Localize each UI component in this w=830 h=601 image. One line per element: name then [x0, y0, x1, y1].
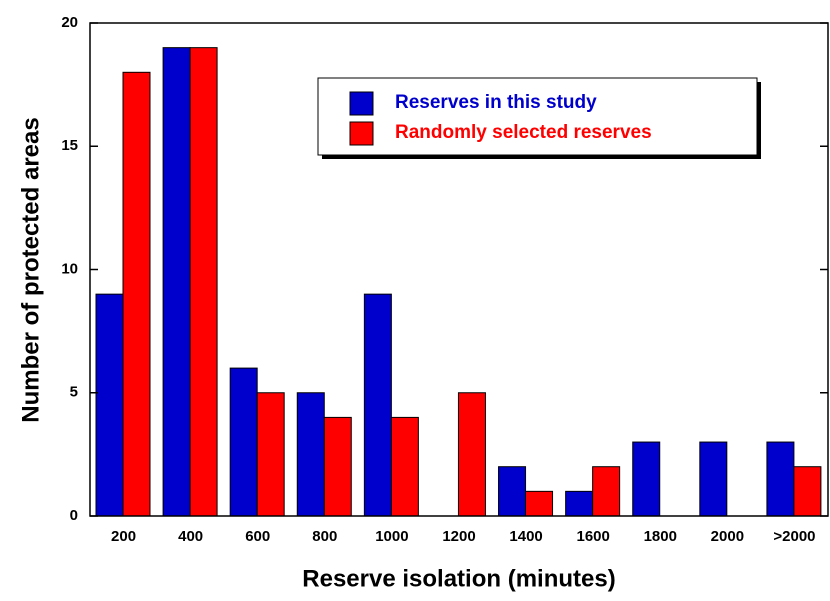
bar — [793, 466, 822, 517]
y-tick-label: 5 — [70, 384, 78, 401]
bar — [363, 293, 392, 517]
x-tick-label: 2000 — [711, 528, 744, 545]
legend-label: Randomly selected reserves — [395, 122, 652, 143]
x-axis-label: Reserve isolation (minutes) — [302, 565, 615, 592]
bar — [632, 441, 661, 517]
bar — [565, 490, 594, 517]
x-tick-label: >2000 — [773, 528, 815, 545]
x-tick-label: 400 — [178, 528, 203, 545]
bar — [229, 367, 258, 517]
bar — [525, 490, 554, 517]
y-tick-label: 20 — [61, 14, 78, 31]
bar — [256, 392, 285, 517]
bar — [95, 293, 124, 517]
bar — [766, 441, 795, 517]
legend-label: Reserves in this study — [395, 92, 597, 113]
x-tick-label: 200 — [111, 528, 136, 545]
y-tick-label: 10 — [61, 260, 78, 277]
x-tick-label: 1200 — [442, 528, 475, 545]
y-axis-label: Number of protected areas — [17, 117, 44, 422]
bar — [189, 47, 218, 517]
bar — [592, 466, 621, 517]
x-tick-label: 600 — [245, 528, 270, 545]
y-tick-label: 15 — [61, 137, 78, 154]
bar — [457, 392, 486, 517]
legend-swatch — [349, 121, 374, 146]
x-tick-label: 1000 — [375, 528, 408, 545]
x-tick-label: 1800 — [644, 528, 677, 545]
legend-swatch — [349, 91, 374, 116]
x-tick-label: 1400 — [509, 528, 542, 545]
legend: Reserves in this study Randomly selected … — [317, 77, 761, 159]
bar — [498, 466, 527, 517]
bar — [296, 392, 325, 517]
bar — [699, 441, 728, 517]
bar — [122, 71, 151, 517]
bar — [162, 47, 191, 517]
bar — [390, 416, 419, 517]
bar — [323, 416, 352, 517]
x-tick-label: 1600 — [576, 528, 609, 545]
legend-box — [317, 77, 758, 156]
y-tick-label: 0 — [70, 507, 78, 524]
x-tick-label: 800 — [312, 528, 337, 545]
